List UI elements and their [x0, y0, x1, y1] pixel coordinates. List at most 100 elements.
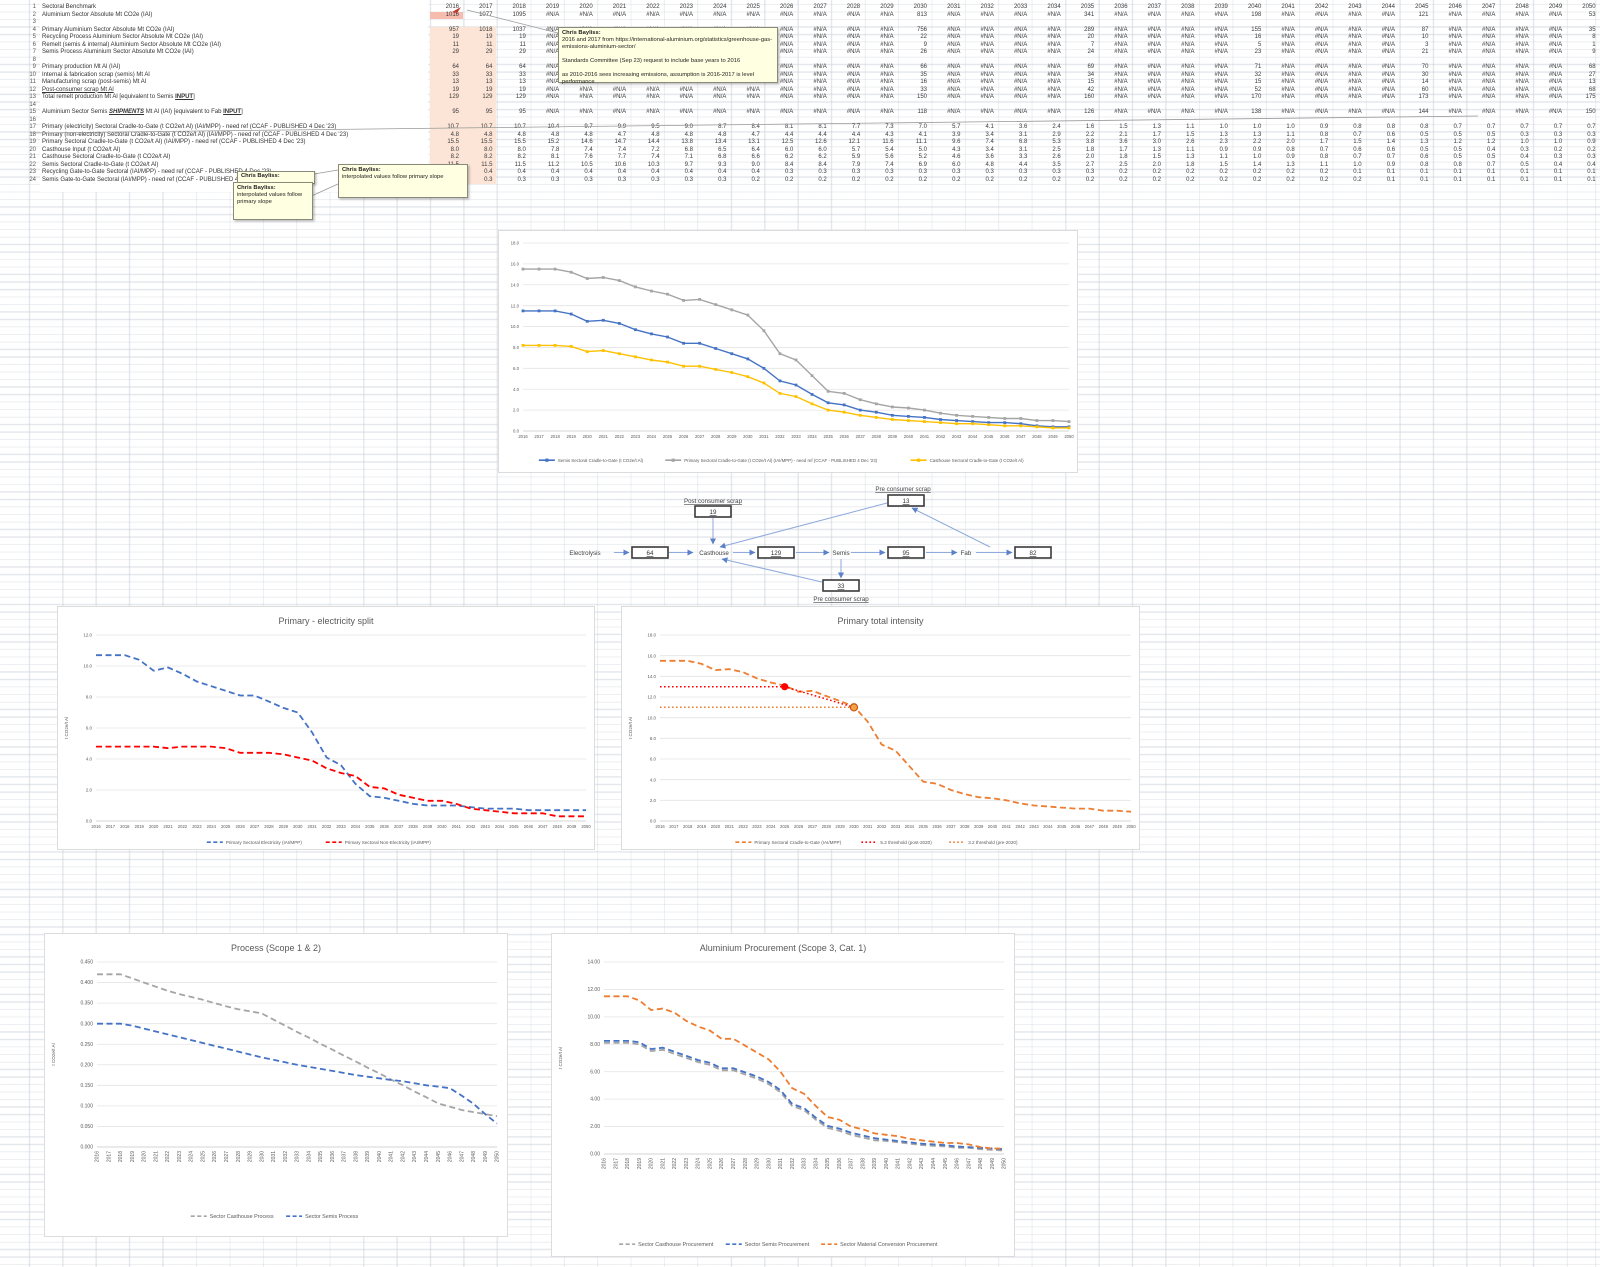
cell[interactable]: 289 [1084, 26, 1095, 33]
cell[interactable]: #N/A [1314, 79, 1329, 85]
year-header[interactable]: 2024 [713, 4, 727, 10]
cell[interactable]: #N/A [1281, 79, 1295, 85]
cell[interactable]: 1.8 [1085, 146, 1095, 153]
cell[interactable]: #N/A [947, 71, 961, 78]
cell[interactable]: 7.0 [918, 124, 928, 130]
cell[interactable]: 71 [1254, 64, 1262, 70]
cell[interactable]: #N/A [545, 79, 560, 85]
cell[interactable]: 8.0 [517, 146, 526, 153]
cell[interactable]: #N/A [1181, 49, 1195, 55]
cell[interactable]: 7.6 [584, 154, 593, 160]
cell[interactable]: 6.8 [684, 146, 693, 153]
cell[interactable]: 2.6 [1186, 139, 1195, 145]
cell[interactable]: #N/A [612, 11, 627, 18]
cell[interactable]: 7.1 [684, 154, 693, 160]
cell[interactable]: #N/A [679, 94, 693, 100]
cell[interactable]: #N/A [880, 41, 894, 48]
cell[interactable]: 0.1 [1553, 169, 1563, 175]
cell[interactable]: 5.7 [851, 146, 861, 153]
cell[interactable]: #N/A [813, 86, 827, 93]
cell[interactable]: 0.8 [1319, 154, 1329, 160]
cell[interactable]: 0.2 [1587, 146, 1596, 153]
cell[interactable]: 0.1 [1486, 176, 1496, 183]
cell[interactable]: #N/A [1314, 64, 1329, 70]
cell[interactable]: #N/A [813, 26, 827, 33]
cell[interactable]: 1.0 [1219, 124, 1228, 130]
cell[interactable]: #N/A [880, 49, 894, 55]
cell[interactable]: #N/A [980, 86, 994, 93]
cell[interactable]: 13 [519, 79, 526, 85]
cell[interactable]: 95 [485, 109, 493, 115]
cell[interactable]: 4.4 [818, 131, 827, 138]
cell[interactable]: #N/A [1381, 26, 1396, 33]
cell[interactable]: 0.8 [1386, 124, 1396, 130]
cell[interactable]: 5.3 [1052, 139, 1061, 145]
cell[interactable]: #N/A [846, 11, 861, 18]
cell[interactable]: 10.5 [581, 161, 593, 168]
cell[interactable]: #N/A [813, 34, 827, 40]
cell[interactable]: #N/A [746, 109, 760, 115]
cell[interactable]: #N/A [813, 94, 827, 100]
year-header[interactable]: 2029 [880, 4, 894, 10]
cell[interactable]: #N/A [779, 64, 794, 70]
cell[interactable]: 3 [1425, 41, 1429, 48]
cell[interactable]: #N/A [980, 11, 994, 18]
cell[interactable]: 12.6 [815, 139, 827, 145]
cell[interactable]: 87 [1421, 26, 1429, 33]
cell[interactable]: 1.1 [1319, 161, 1329, 168]
cell[interactable]: #N/A [1047, 11, 1061, 18]
cell[interactable]: #N/A [1281, 34, 1295, 40]
cell[interactable]: #N/A [1448, 86, 1462, 93]
cell[interactable]: 3.8 [1085, 139, 1095, 145]
cell[interactable]: #N/A [1013, 34, 1028, 40]
cell[interactable]: #N/A [947, 41, 961, 48]
cell[interactable]: #N/A [779, 49, 794, 55]
cell[interactable]: 6.8 [1018, 139, 1028, 145]
cell[interactable]: #N/A [1181, 34, 1195, 40]
cell[interactable]: 5.7 [952, 124, 961, 130]
cell[interactable]: #N/A [713, 11, 727, 18]
cell[interactable]: #N/A [1381, 49, 1396, 55]
cell[interactable]: 27 [1588, 71, 1596, 78]
cell[interactable]: 0.2 [1052, 176, 1061, 183]
year-header[interactable]: 2044 [1381, 4, 1396, 10]
cell[interactable]: 3.1 [1018, 146, 1028, 153]
cell[interactable]: 3.0 [1152, 139, 1162, 145]
cell[interactable]: 8.7 [718, 124, 727, 130]
cell[interactable]: #N/A [1281, 94, 1295, 100]
cell[interactable]: #N/A [980, 49, 994, 55]
year-header[interactable]: 2026 [779, 4, 794, 10]
cell[interactable]: #N/A [1448, 79, 1462, 85]
cell[interactable]: 11.6 [882, 139, 894, 145]
cell[interactable]: 68 [1588, 64, 1596, 70]
cell[interactable]: #N/A [1214, 64, 1228, 70]
cell[interactable]: 1.0 [1553, 139, 1563, 145]
cell[interactable]: #N/A [545, 109, 560, 115]
row-label[interactable]: Remelt (semis & internal) Aluminium Sect… [42, 41, 222, 48]
cell[interactable]: #N/A [1214, 94, 1228, 100]
cell[interactable]: 1037 [512, 26, 526, 33]
cell[interactable]: 6.5 [718, 146, 727, 153]
cell[interactable]: #N/A [880, 86, 894, 93]
year-header[interactable]: 2040 [1247, 4, 1262, 10]
cell[interactable]: #N/A [579, 86, 593, 93]
cell[interactable]: 0.2 [1152, 176, 1162, 183]
cell[interactable]: #N/A [1548, 41, 1563, 48]
cell[interactable]: #N/A [612, 94, 627, 100]
cell[interactable]: 69 [1087, 64, 1095, 70]
cell[interactable]: 2.0 [1085, 154, 1095, 160]
cell[interactable]: 0.9 [1252, 146, 1262, 153]
cell[interactable]: 33 [920, 86, 928, 93]
cell[interactable]: 0.5 [1453, 146, 1462, 153]
cell[interactable]: #N/A [1348, 86, 1362, 93]
cell[interactable]: #N/A [846, 41, 861, 48]
cell[interactable]: 1.8 [1119, 154, 1128, 160]
cell[interactable]: #N/A [846, 79, 861, 85]
cell[interactable]: 11 [486, 41, 493, 48]
cell[interactable]: 2.6 [1052, 154, 1061, 160]
cell[interactable]: 33 [519, 71, 526, 78]
cell[interactable]: 0.4 [718, 169, 727, 175]
cell[interactable]: 15.2 [547, 139, 560, 145]
cell[interactable]: 0.5 [1453, 154, 1462, 160]
cell[interactable]: #N/A [1114, 94, 1128, 100]
